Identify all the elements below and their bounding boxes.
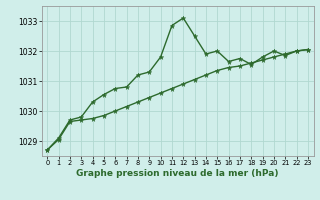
X-axis label: Graphe pression niveau de la mer (hPa): Graphe pression niveau de la mer (hPa) [76, 169, 279, 178]
